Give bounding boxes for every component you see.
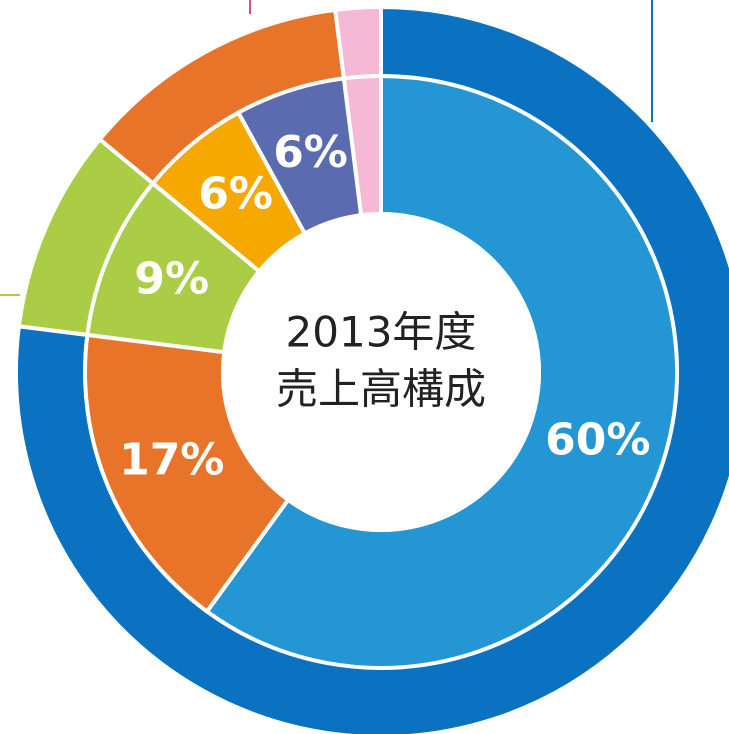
- value-label: 17%: [119, 435, 224, 486]
- value-label: 6%: [198, 168, 273, 219]
- value-label: 6%: [273, 127, 348, 178]
- center-title: 売上高構成: [276, 365, 486, 414]
- outer-segment: [335, 7, 381, 79]
- value-label: 60%: [545, 414, 650, 465]
- value-label: 9%: [134, 253, 209, 304]
- page: 2013年度 売上高構成 60%17%9%6%6% (() => { const…: [0, 0, 729, 734]
- chart: 2013年度 売上高構成 60% 17% 9% 6%6%: [0, 0, 729, 734]
- center-title: 2013年度: [286, 308, 477, 357]
